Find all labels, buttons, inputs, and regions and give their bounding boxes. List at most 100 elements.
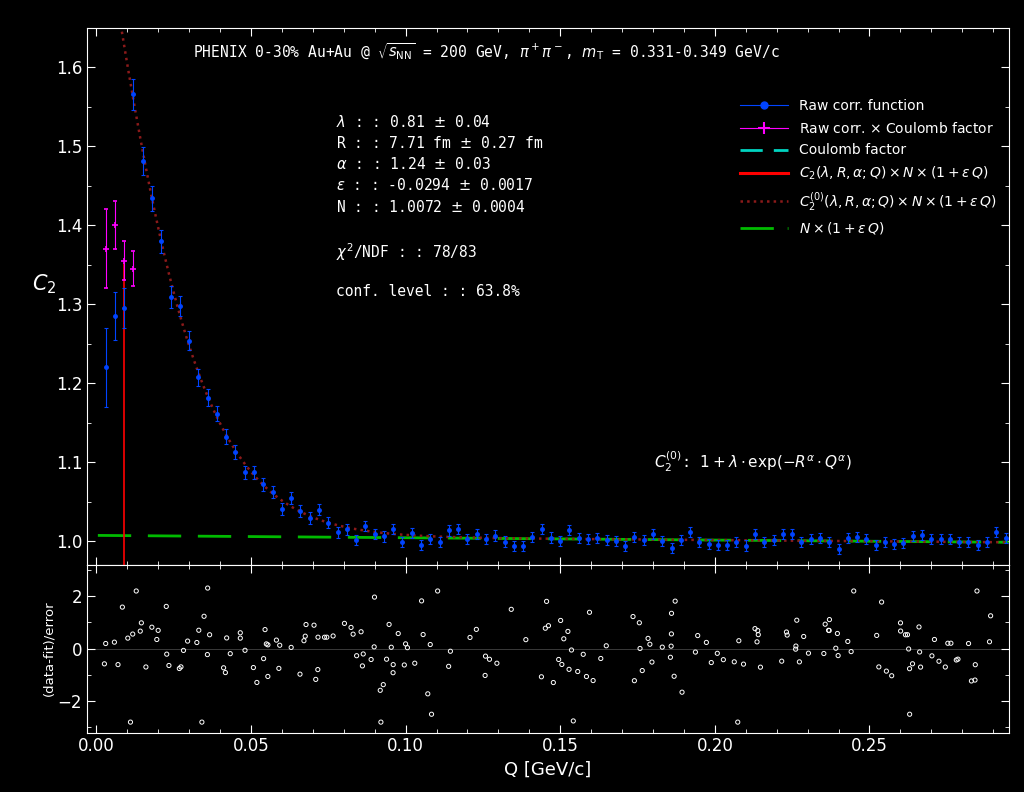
Point	[654, 641, 671, 653]
Point	[120, 632, 136, 645]
Point	[579, 670, 595, 683]
Point	[961, 638, 977, 650]
Point	[407, 657, 423, 669]
Point	[900, 642, 916, 655]
Point	[663, 651, 679, 664]
Point	[829, 627, 846, 640]
Point	[397, 638, 414, 650]
Point	[255, 653, 271, 665]
Point	[481, 653, 498, 665]
Point	[969, 584, 985, 597]
Point	[296, 634, 312, 647]
X-axis label: Q [GeV/c]: Q [GeV/c]	[504, 761, 592, 779]
Point	[503, 603, 519, 615]
Point	[964, 675, 980, 687]
Point	[325, 557, 341, 569]
Point	[778, 626, 795, 638]
Point	[897, 628, 913, 641]
Point	[518, 634, 535, 646]
Point	[870, 661, 887, 673]
Point	[625, 610, 641, 623]
Point	[423, 708, 439, 721]
Point	[709, 647, 725, 660]
Point	[96, 657, 113, 670]
Point	[792, 656, 808, 668]
Point	[440, 660, 457, 672]
Point	[477, 649, 494, 662]
Point	[556, 633, 572, 645]
Point	[306, 619, 323, 631]
Point	[271, 639, 288, 652]
Text: $\varepsilon$ : : -0.0294 $\pm$ 0.0017: $\varepsilon$ : : -0.0294 $\pm$ 0.0017	[336, 177, 534, 193]
Point	[910, 621, 927, 634]
Point	[366, 641, 382, 653]
Point	[237, 644, 253, 657]
Point	[415, 628, 431, 641]
Point	[843, 645, 859, 658]
Point	[143, 621, 160, 634]
Point	[375, 678, 391, 691]
Point	[422, 638, 438, 651]
Point	[353, 626, 370, 638]
Point	[310, 631, 327, 644]
Point	[399, 642, 416, 654]
Point	[194, 716, 210, 729]
Point	[569, 665, 586, 678]
Point	[298, 619, 314, 631]
Point	[307, 673, 324, 686]
Point	[538, 622, 554, 634]
Point	[297, 630, 313, 642]
Point	[260, 670, 276, 683]
Point	[200, 648, 216, 661]
Point	[796, 630, 812, 643]
Point	[631, 616, 647, 629]
Point	[125, 628, 141, 641]
Point	[575, 648, 592, 661]
Point	[554, 658, 570, 671]
Point	[664, 627, 680, 640]
Point	[383, 641, 399, 653]
Point	[552, 614, 568, 626]
Point	[931, 655, 947, 668]
Point	[158, 600, 174, 613]
Point	[563, 644, 580, 657]
Point	[560, 625, 577, 638]
Point	[664, 607, 680, 619]
Point	[927, 633, 943, 645]
Point	[817, 618, 834, 630]
Text: R : : 7.71 fm $\pm$ 0.27 fm: R : : 7.71 fm $\pm$ 0.27 fm	[336, 135, 543, 151]
Point	[821, 613, 838, 626]
Point	[539, 595, 555, 607]
Point	[565, 714, 582, 727]
Legend: Raw corr. function, Raw corr. $\times$ Coulomb factor, Coulomb factor, $C_2(\lam: Raw corr. function, Raw corr. $\times$ C…	[739, 99, 997, 236]
Point	[148, 633, 165, 645]
Point	[642, 638, 658, 650]
Point	[343, 621, 359, 634]
Point	[150, 624, 166, 637]
Point	[133, 616, 150, 629]
Point	[218, 631, 234, 644]
Point	[582, 606, 598, 619]
Point	[488, 657, 505, 669]
Point	[159, 648, 175, 661]
Point	[477, 669, 494, 682]
Point	[258, 638, 274, 650]
Point	[892, 616, 908, 629]
Point	[414, 595, 430, 607]
Point	[196, 610, 212, 623]
Point	[245, 661, 261, 674]
Point	[674, 686, 690, 699]
Point	[179, 634, 196, 647]
Point	[106, 636, 123, 649]
Point	[787, 640, 804, 653]
Text: PHENIX 0-30% Au+Au @ $\sqrt{s_{\rm NN}}$ = 200 GeV, $\pi^+\pi^-$, $m_{\rm T}$ = : PHENIX 0-30% Au+Au @ $\sqrt{s_{\rm NN}}$…	[193, 41, 779, 62]
Point	[940, 637, 956, 649]
Point	[348, 649, 365, 662]
Point	[937, 661, 953, 673]
Point	[175, 644, 191, 657]
Point	[729, 716, 745, 729]
Point	[110, 658, 126, 671]
Text: $\lambda$ : : 0.81 $\pm$ 0.04: $\lambda$ : : 0.81 $\pm$ 0.04	[336, 113, 490, 130]
Point	[892, 625, 908, 638]
Point	[137, 661, 154, 673]
